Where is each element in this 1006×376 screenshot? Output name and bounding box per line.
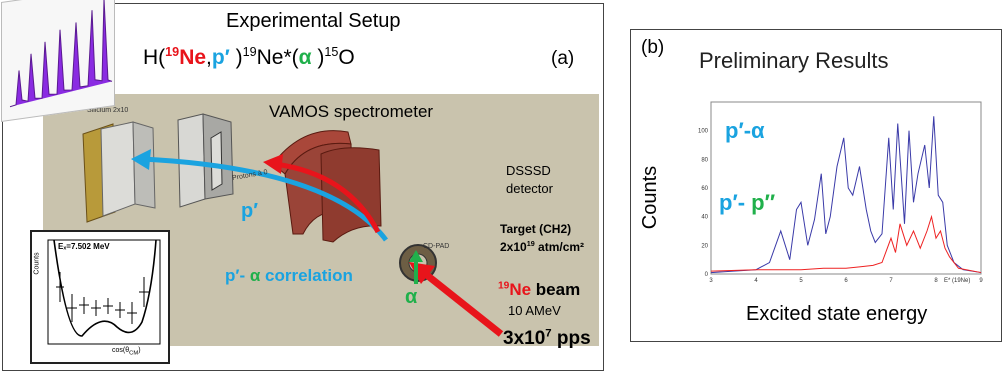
panel-a: Experimental Setup H(19Ne,p′ )19Ne*(α )1… [1, 0, 604, 371]
y-tick-label: 0 [705, 272, 709, 278]
dsssd-label: DSSSD [506, 163, 551, 178]
y-tick-label: 100 [698, 129, 709, 135]
spectrometer-label: VAMOS spectrometer [269, 102, 434, 121]
x-tick-label: 3 [709, 278, 713, 284]
cd-pad-label: CD-PAD [423, 243, 450, 250]
fit-curve [53, 239, 157, 337]
spectra-inset [1, 0, 115, 122]
legend-proton: p′- p′′ [719, 190, 776, 215]
silicium-frame [100, 121, 136, 217]
magnet-arrow [274, 161, 381, 234]
energy-label: Eₓ=7.502 MeV [58, 242, 110, 251]
spectra-inset-plot [9, 0, 113, 108]
beam-arrow [420, 269, 504, 337]
legend-alpha: p′-α [725, 118, 765, 143]
target-label: Target (CH2) [500, 222, 572, 236]
panel-b-label: (b) [641, 37, 665, 58]
series-proton-line [710, 214, 982, 274]
x-tick-label: 4 [754, 278, 758, 284]
series-alpha-line [710, 116, 982, 274]
results-chart: 0 20 40 60 80 100 3 4 5 6 7 8 9 [698, 101, 983, 284]
x-tick-label: 5 [799, 278, 803, 284]
x-tick-label: 9 [979, 278, 983, 284]
plot-frame [710, 101, 982, 275]
beam-label: 19Ne beam [498, 280, 581, 299]
beam-energy: 10 AMeV [508, 303, 561, 318]
axis-unit-label: E* (19Ne) [944, 278, 971, 284]
y-tick-label: 60 [701, 186, 708, 192]
inset-xlabel: cos(θCM) [112, 347, 141, 357]
reaction-formula: H(19Ne,p′ )19Ne*(α )15O [143, 45, 355, 69]
x-tick-label: 8 [934, 278, 938, 284]
inset-ylabel: Counts [33, 252, 41, 275]
setup-drawing [82, 113, 504, 337]
y-tick-label: 40 [701, 215, 708, 221]
beam-intensity: 3x107 pps [503, 327, 591, 349]
correlation-label: p′- α correlation [225, 266, 353, 285]
panel-a-label: (a) [551, 48, 575, 69]
y-axis-label: Counts [639, 165, 662, 230]
x-axis-label: Excited state energy [746, 303, 928, 325]
target-density: 2x1019 atm/cm² [500, 239, 585, 254]
y-tick-label: 80 [701, 157, 708, 163]
angular-distribution-inset: Eₓ=7.502 MeV Counts cos(θCM) [30, 230, 170, 364]
thin-plate [210, 131, 223, 191]
panel-b-title: Preliminary Results [699, 48, 889, 73]
x-tick-label: 6 [844, 278, 848, 284]
panel-b: (b) Preliminary Results Counts Excited s… [630, 29, 1002, 342]
setup-title: Experimental Setup [226, 10, 401, 32]
x-tick-label: 7 [889, 278, 893, 284]
alpha-label: α [405, 286, 418, 308]
y-tick-label: 20 [701, 243, 708, 249]
silicium-label: Silicium 2x10 [87, 107, 129, 114]
p-prime-label: p′ [241, 200, 259, 222]
angular-distribution-plot [47, 239, 161, 345]
detector-label: detector [506, 181, 553, 196]
